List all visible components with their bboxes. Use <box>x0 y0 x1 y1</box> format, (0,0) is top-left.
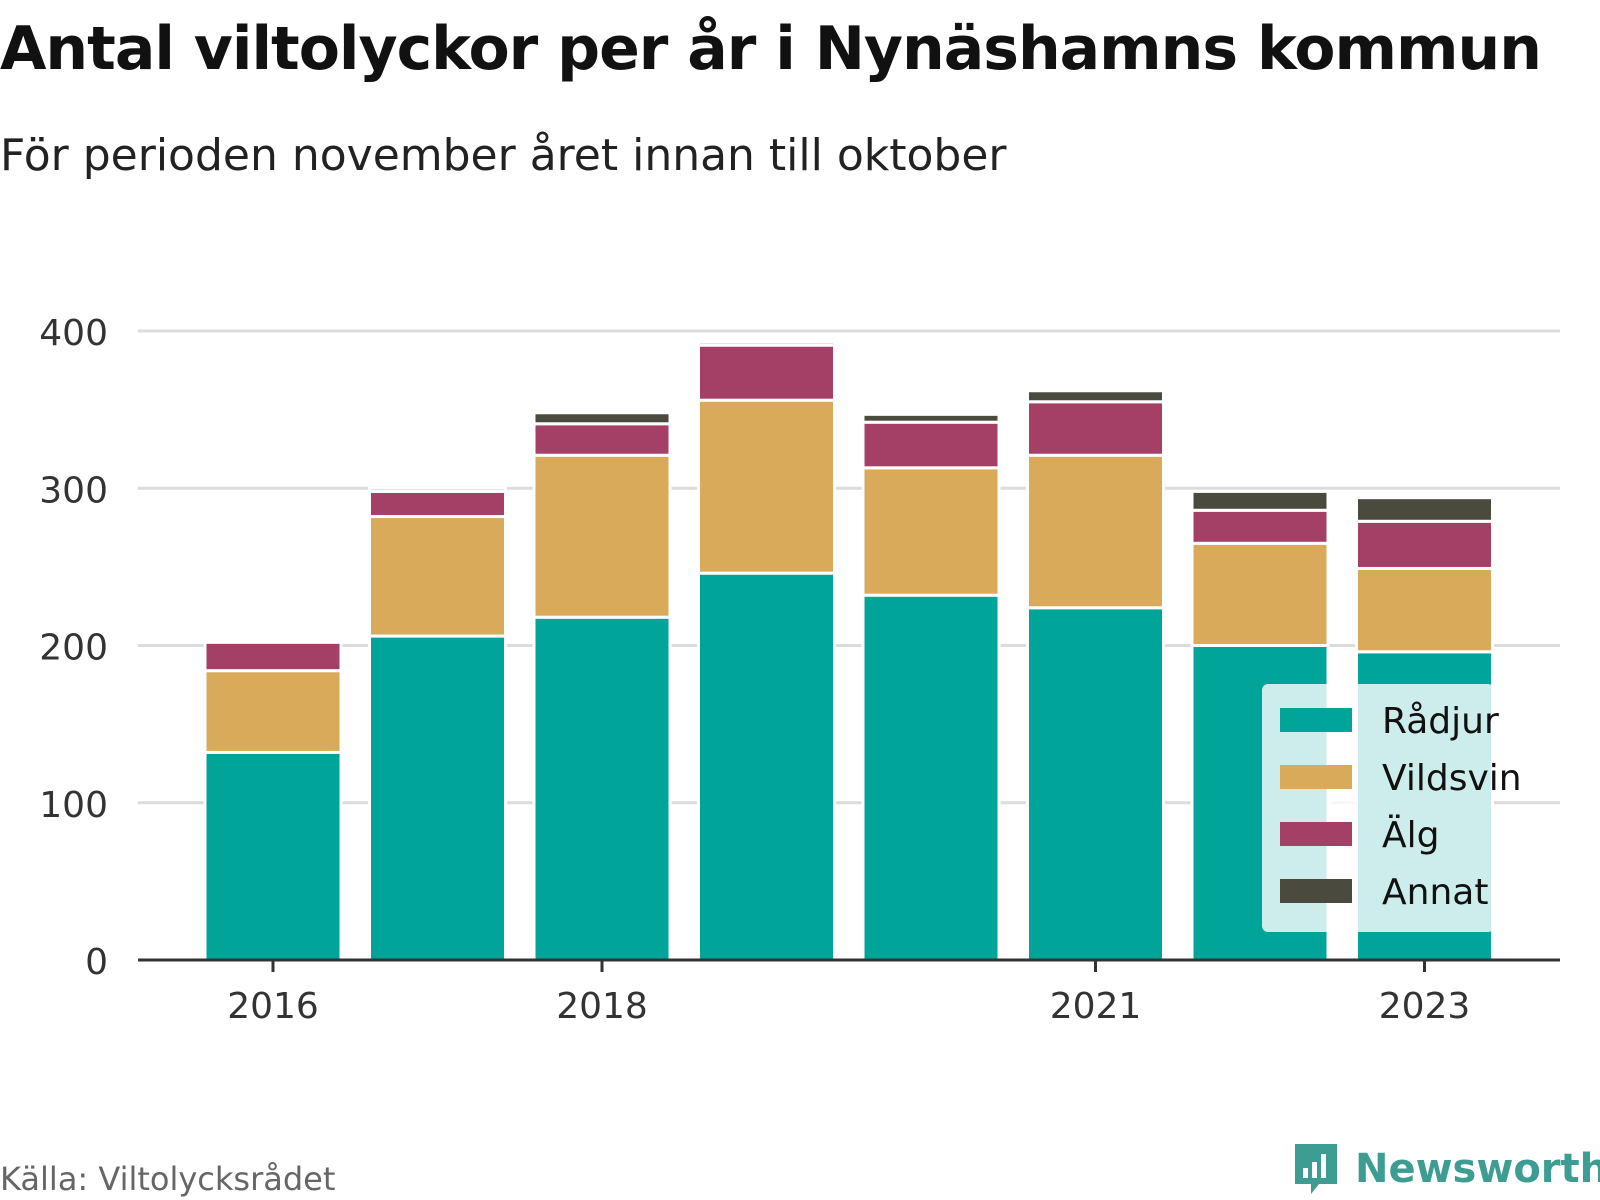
bar-segment[interactable] <box>697 398 836 575</box>
bar-segment[interactable] <box>532 422 672 457</box>
chart-subtitle: För perioden november året innan till ok… <box>0 130 1007 181</box>
y-tick-label: 400 <box>39 313 108 354</box>
bar-segment[interactable] <box>1026 453 1165 610</box>
legend: Rådjur Vildsvin Älg Annat <box>1262 684 1522 932</box>
bar-segment[interactable] <box>203 750 343 962</box>
legend-item[interactable]: Vildsvin <box>1280 758 1522 799</box>
bars <box>203 340 1494 962</box>
bar-segment[interactable] <box>1355 519 1494 570</box>
bar-segment[interactable] <box>861 466 1001 597</box>
chart-title: Antal viltolyckor per år i Nynäshamns ko… <box>0 14 1542 84</box>
y-tick-label: 300 <box>39 470 108 511</box>
bar-segment[interactable] <box>368 489 507 519</box>
bar-segment[interactable] <box>861 420 1001 470</box>
bar-segment[interactable] <box>861 593 1001 962</box>
bar-segment[interactable] <box>532 411 672 426</box>
bar-segment[interactable] <box>532 453 672 619</box>
legend-item[interactable]: Älg <box>1280 814 1439 856</box>
bar-segment[interactable] <box>1190 508 1330 545</box>
x-tick-label: 2021 <box>1050 986 1142 1027</box>
y-tick-label: 200 <box>39 628 108 669</box>
legend-label: Älg <box>1382 814 1439 856</box>
bar-segment[interactable] <box>368 515 507 638</box>
legend-item[interactable]: Rådjur <box>1280 701 1499 742</box>
x-axis: 2016 2018 2021 2023 <box>138 958 1560 1027</box>
y-axis: 0 100 200 300 400 <box>39 313 108 983</box>
bar-segment[interactable] <box>203 669 343 754</box>
bar-segment[interactable] <box>532 615 672 962</box>
legend-label: Rådjur <box>1382 701 1499 742</box>
legend-box <box>1262 684 1494 932</box>
legend-swatch <box>1280 708 1352 732</box>
y-tick-label: 100 <box>39 785 108 826</box>
bar-segment[interactable] <box>697 343 836 402</box>
bar-segment[interactable] <box>368 634 507 962</box>
brand-logo[interactable]: Newsworthy <box>1291 1140 1600 1198</box>
bar-segment[interactable] <box>1355 566 1494 654</box>
bar-segment[interactable] <box>861 412 1001 424</box>
bar-segment[interactable] <box>203 640 343 673</box>
bar-segment[interactable] <box>1190 541 1330 647</box>
legend-swatch <box>1280 822 1352 846</box>
bar-segment[interactable] <box>1026 606 1165 962</box>
legend-label: Vildsvin <box>1382 758 1522 799</box>
bar-segment[interactable] <box>697 571 836 962</box>
bar-segment[interactable] <box>1355 496 1494 523</box>
bar-segment[interactable] <box>1026 389 1165 404</box>
x-tick-label: 2023 <box>1379 986 1471 1027</box>
bar-segment[interactable] <box>697 340 836 347</box>
brand-name: Newsworthy <box>1355 1146 1600 1192</box>
legend-swatch <box>1280 765 1352 789</box>
x-tick-label: 2016 <box>227 986 319 1027</box>
y-tick-label: 0 <box>85 942 108 983</box>
bar-segment[interactable] <box>368 486 507 493</box>
legend-swatch <box>1280 879 1352 903</box>
legend-item[interactable]: Annat <box>1280 872 1488 913</box>
legend-label: Annat <box>1382 872 1488 913</box>
bar-segment[interactable] <box>1190 489 1330 512</box>
bar-segment[interactable] <box>1026 400 1165 457</box>
newsworthy-logo-icon <box>1295 1144 1337 1194</box>
source-note: Källa: Viltolycksrådet <box>0 1160 336 1198</box>
x-tick-label: 2018 <box>556 986 648 1027</box>
